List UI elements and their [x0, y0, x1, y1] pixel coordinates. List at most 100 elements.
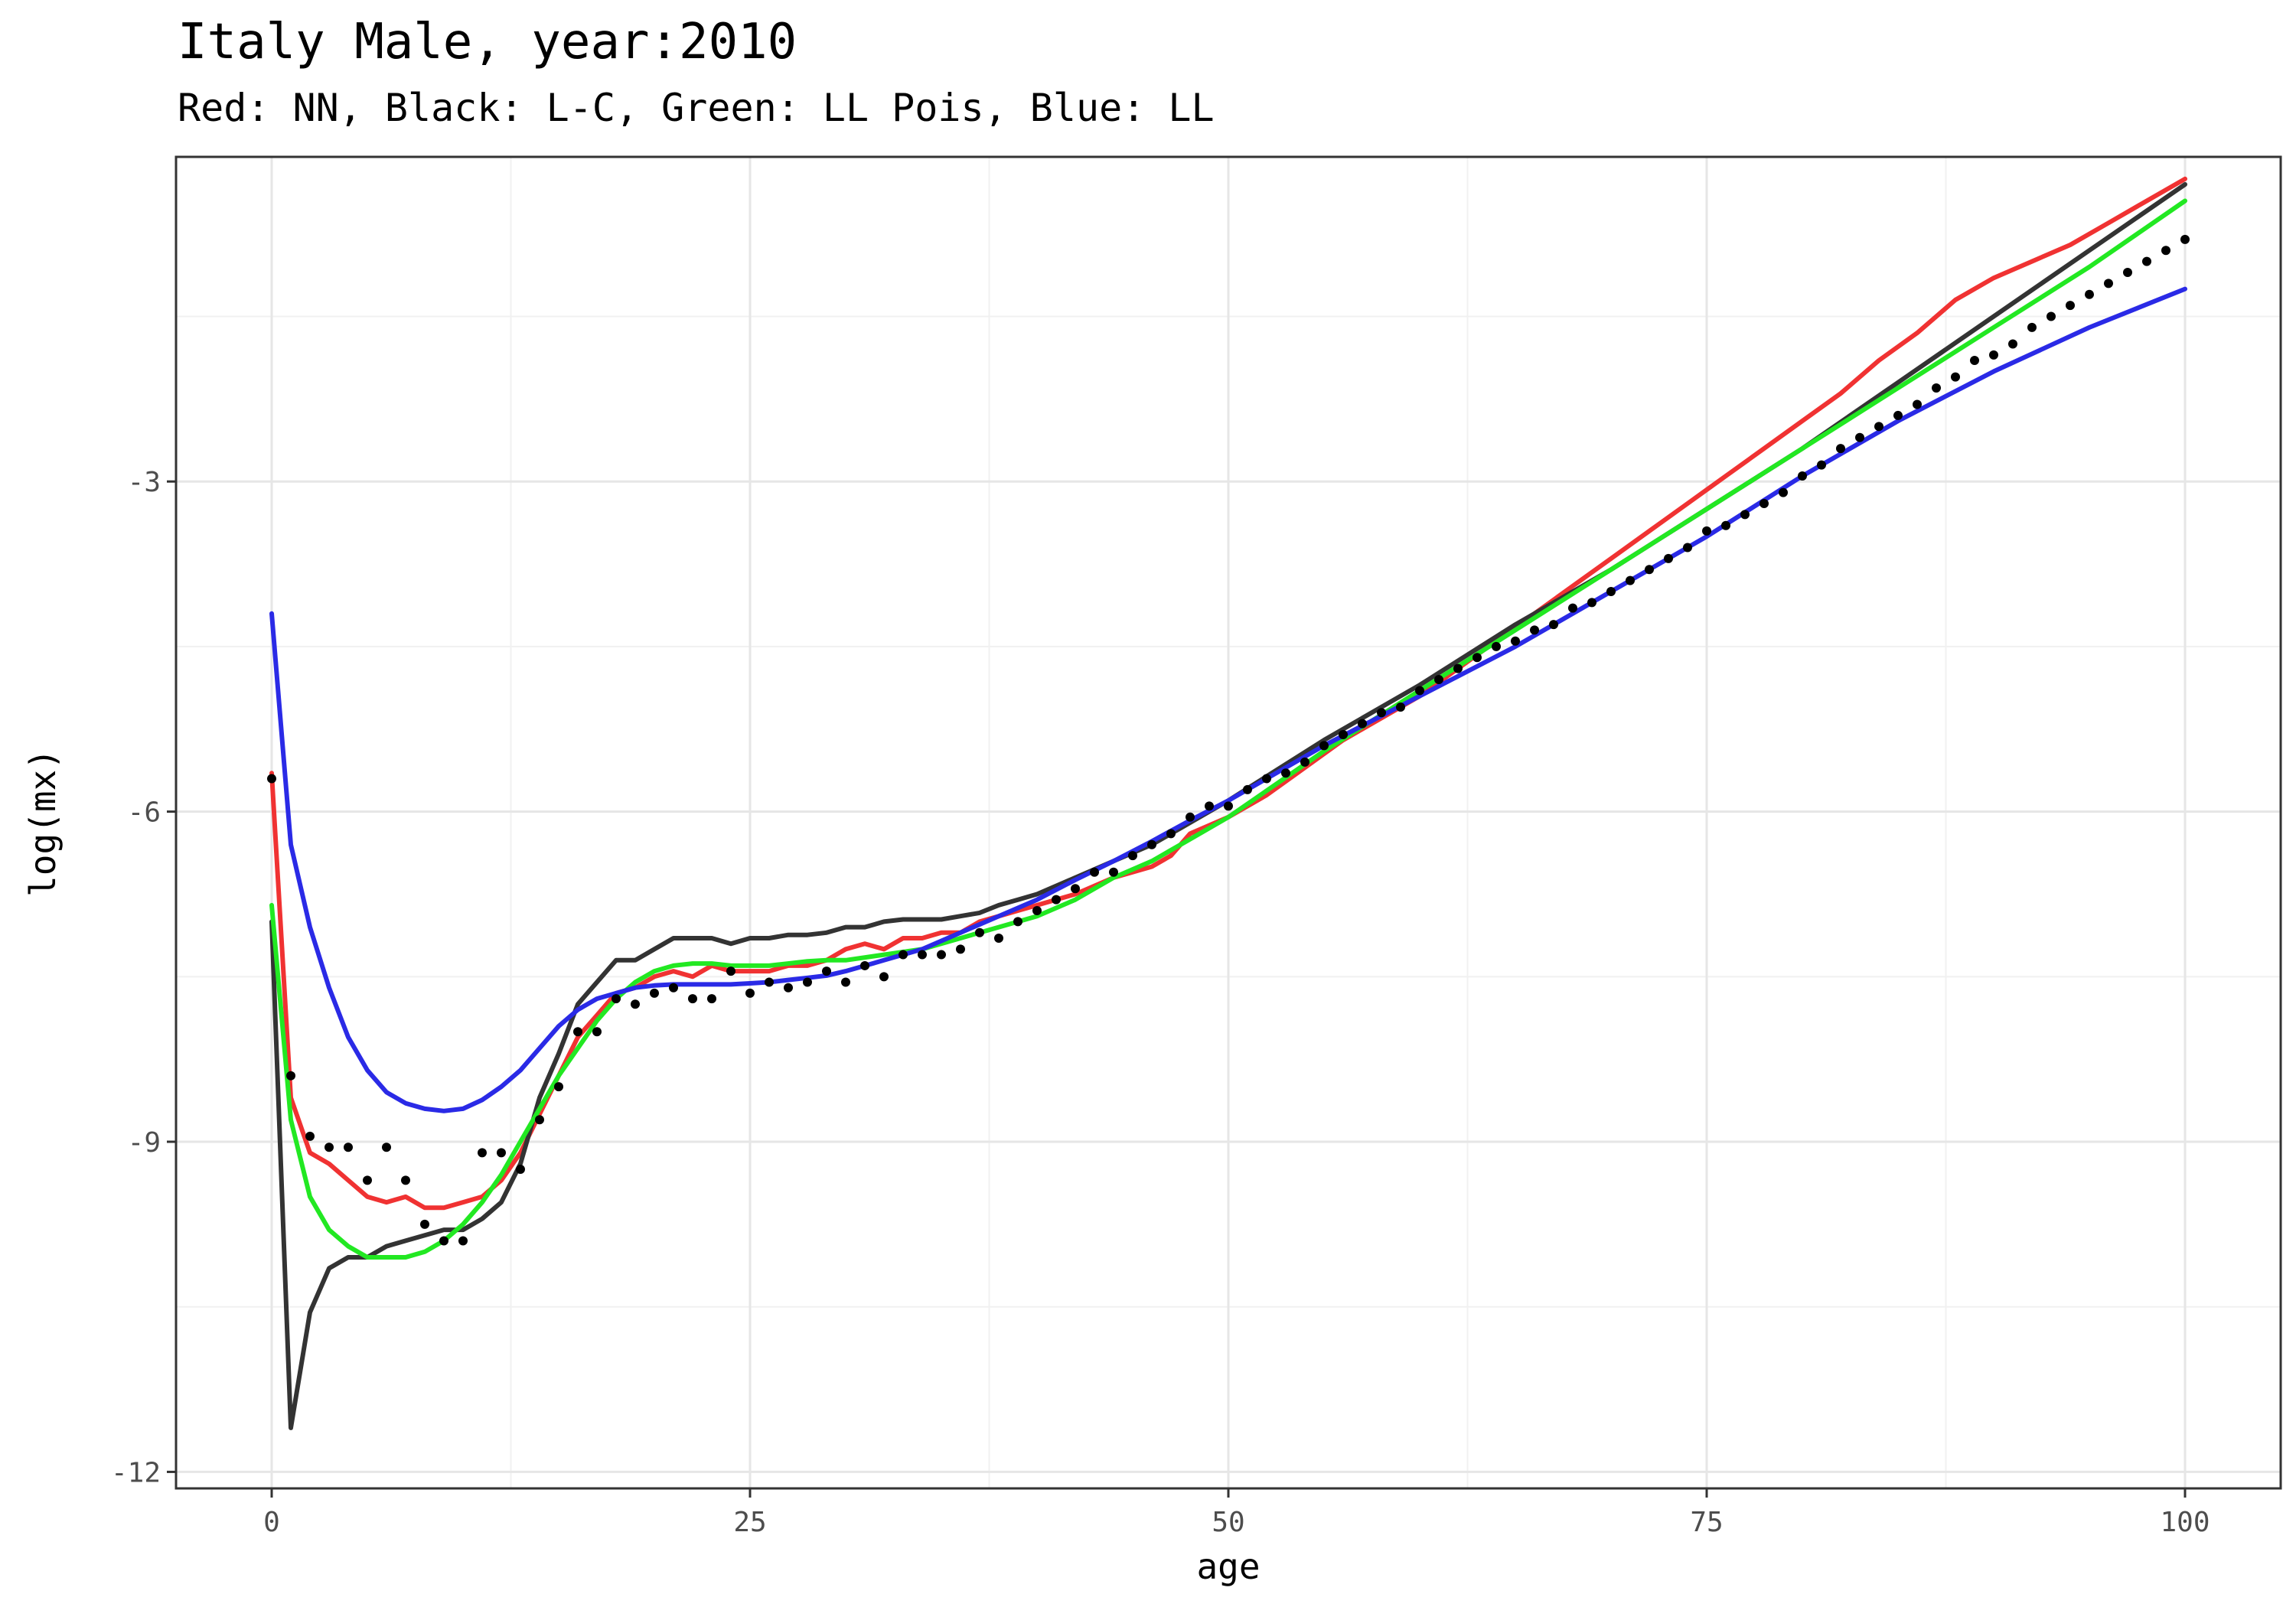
- observed-point: [688, 994, 697, 1004]
- chart-subtitle: Red: NN, Black: L-C, Green: LL Pois, Blu…: [178, 86, 1215, 130]
- observed-point: [1300, 757, 1309, 767]
- observed-point: [344, 1143, 353, 1152]
- observed-point: [363, 1175, 372, 1185]
- observed-point: [2066, 301, 2075, 311]
- observed-point: [1893, 410, 1903, 420]
- observed-point: [1166, 829, 1176, 839]
- x-tick-label: 25: [733, 1507, 766, 1538]
- observed-point: [2180, 234, 2190, 244]
- observed-point: [1568, 603, 1577, 613]
- observed-point: [439, 1236, 448, 1246]
- observed-point: [2027, 322, 2037, 332]
- observed-point: [1683, 543, 1692, 553]
- observed-point: [267, 774, 276, 784]
- observed-point: [420, 1219, 429, 1229]
- observed-point: [1262, 774, 1271, 784]
- observed-point: [305, 1131, 315, 1141]
- observed-point: [516, 1164, 525, 1174]
- observed-point: [1606, 587, 1616, 597]
- y-tick-label: -6: [128, 797, 161, 829]
- observed-point: [1205, 801, 1214, 811]
- observed-point: [2085, 289, 2094, 299]
- observed-point: [1358, 719, 1367, 729]
- observed-point: [325, 1143, 334, 1152]
- y-tick-label: -12: [111, 1457, 161, 1488]
- observed-point: [1836, 444, 1845, 454]
- observed-point: [1415, 686, 1424, 696]
- observed-point: [1702, 526, 1711, 536]
- x-tick-label: 0: [263, 1507, 280, 1538]
- observed-point: [1874, 422, 1883, 432]
- observed-point: [1989, 350, 1998, 360]
- observed-point: [1147, 839, 1156, 849]
- observed-point: [841, 977, 850, 987]
- observed-point: [1779, 487, 1788, 497]
- observed-point: [2142, 256, 2151, 266]
- grid-layer: [176, 157, 2281, 1488]
- observed-point: [1281, 768, 1290, 778]
- observed-point: [1760, 498, 1769, 508]
- observed-point: [1319, 741, 1329, 751]
- observed-point: [478, 1148, 487, 1158]
- observed-point: [765, 977, 774, 987]
- observed-point: [497, 1148, 506, 1158]
- observed-point: [1549, 620, 1558, 630]
- observed-point: [2104, 279, 2113, 288]
- observed-point: [382, 1143, 391, 1152]
- observed-point: [669, 983, 678, 993]
- x-tick-label: 75: [1690, 1507, 1723, 1538]
- observed-point: [1224, 801, 1233, 811]
- observed-point: [1970, 356, 1979, 366]
- observed-point: [726, 966, 735, 976]
- observed-point: [1396, 702, 1405, 712]
- observed-point: [1032, 906, 1042, 916]
- series-line-l-c: [269, 182, 2187, 1430]
- x-tick-label: 100: [2160, 1507, 2210, 1538]
- series-layer: [269, 176, 2187, 1430]
- observed-points-layer: [267, 234, 2190, 1246]
- observed-point: [899, 950, 908, 960]
- observed-point: [1071, 884, 1080, 894]
- observed-point: [1377, 708, 1386, 718]
- observed-point: [1817, 460, 1826, 470]
- observed-point: [1740, 510, 1750, 520]
- observed-point: [592, 1027, 602, 1037]
- observed-point: [1243, 784, 1252, 794]
- observed-point: [612, 994, 621, 1004]
- observed-point: [1798, 471, 1807, 481]
- observed-point: [1090, 867, 1099, 877]
- observed-point: [1492, 641, 1501, 651]
- observed-point: [401, 1175, 410, 1185]
- observed-point: [2161, 246, 2170, 256]
- observed-point: [1664, 553, 1673, 563]
- observed-point: [1626, 575, 1635, 585]
- observed-point: [1186, 812, 1195, 822]
- observed-point: [1109, 867, 1118, 877]
- observed-point: [745, 988, 755, 998]
- series-line-ll: [269, 286, 2187, 1113]
- observed-point: [1052, 895, 1061, 905]
- observed-point: [803, 977, 812, 987]
- observed-point: [860, 960, 869, 970]
- observed-point: [707, 994, 716, 1004]
- observed-point: [1013, 917, 1022, 927]
- observed-point: [1721, 520, 1730, 530]
- observed-point: [1530, 625, 1539, 635]
- observed-point: [784, 983, 793, 993]
- observed-point: [2123, 267, 2132, 277]
- observed-point: [918, 950, 927, 960]
- x-tick-label: 50: [1212, 1507, 1244, 1538]
- observed-point: [1453, 663, 1463, 673]
- observed-point: [937, 950, 946, 960]
- observed-point: [573, 1027, 582, 1037]
- observed-point: [650, 988, 659, 998]
- observed-point: [879, 972, 889, 982]
- observed-point: [1932, 383, 1941, 393]
- observed-point: [1511, 636, 1520, 646]
- observed-point: [956, 944, 965, 954]
- observed-point: [822, 966, 831, 976]
- observed-point: [1339, 729, 1348, 739]
- chart-title: Italy Male, year:2010: [178, 14, 797, 70]
- observed-point: [1587, 598, 1596, 608]
